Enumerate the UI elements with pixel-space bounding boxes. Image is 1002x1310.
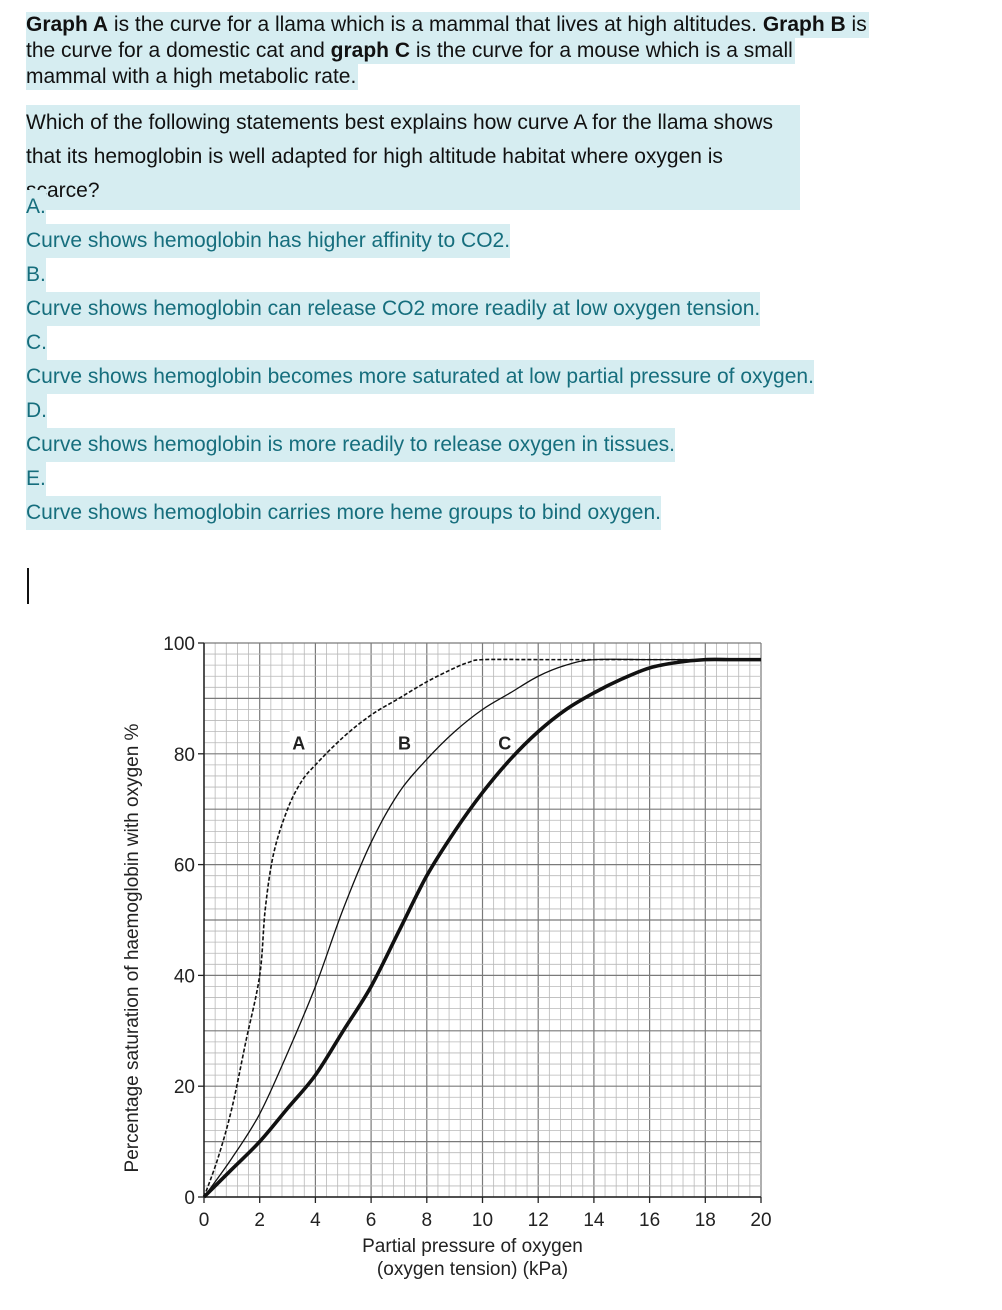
chart-grid [203, 642, 762, 1198]
text-cursor [27, 568, 29, 604]
x-tick-label: 16 [639, 1210, 660, 1231]
option-e-text[interactable]: Curve shows hemoglobin carries more heme… [26, 496, 661, 530]
y-tick-label: 80 [174, 745, 195, 766]
x-tick-label: 12 [528, 1210, 549, 1231]
intro-line-1: Graph A is the curve for a llama which i… [26, 12, 869, 38]
question-text: Which of the following statements best e… [26, 105, 800, 210]
option-a-letter[interactable]: A. [26, 190, 46, 224]
y-tick-label: 0 [184, 1188, 195, 1209]
chart-curve-labels: A B C [289, 730, 514, 754]
x-tick-label: 20 [750, 1210, 771, 1231]
option-e-letter[interactable]: E. [26, 462, 46, 496]
curve-label-b-background [395, 730, 414, 753]
x-tick-label: 0 [199, 1210, 210, 1231]
oxygen-dissociation-chart: 0 2 4 6 8 10 12 14 16 18 20 0 20 40 60 80 100 A B C Partia… [122, 634, 772, 1280]
chart-tick-labels: 0 2 4 6 8 10 12 14 16 18 20 0 20 40 60 80 100 [163, 634, 771, 1231]
y-tick-label: 100 [163, 634, 195, 655]
x-tick-label: 6 [366, 1210, 377, 1231]
option-a-text[interactable]: Curve shows hemoglobin has higher affini… [26, 224, 511, 258]
x-tick-label: 4 [310, 1210, 321, 1231]
x-tick-label: 8 [422, 1210, 433, 1231]
y-tick-label: 20 [174, 1077, 195, 1098]
option-c-text[interactable]: Curve shows hemoglobin becomes more satu… [26, 360, 814, 394]
y-tick-label: 60 [174, 856, 195, 877]
intro-line-2: the curve for a domestic cat and graph C… [26, 38, 795, 64]
curve-b [203, 658, 761, 1198]
curve-label-a-background [289, 730, 308, 753]
y-axis-title: Percentage saturation of haemoglobin wit… [122, 723, 143, 1172]
curve-label-a: A [292, 734, 305, 754]
chart-curves [202, 657, 761, 1199]
curve-a [203, 658, 761, 1198]
x-tick-label: 14 [583, 1210, 605, 1231]
x-axis-title-line-1: Partial pressure of oxygen [362, 1236, 583, 1257]
intro-line-3: mammal with a high metabolic rate. [26, 64, 359, 90]
x-tick-label: 18 [695, 1210, 716, 1231]
option-d-letter[interactable]: D. [26, 394, 47, 428]
option-b-text[interactable]: Curve shows hemoglobin can release CO2 m… [26, 292, 761, 326]
intro-paragraph: Graph A is the curve for a llama which i… [26, 12, 946, 90]
option-b-letter[interactable]: B. [26, 258, 46, 292]
curve-label-c-background [495, 730, 514, 753]
curve-label-b: B [398, 734, 411, 754]
x-tick-label: 2 [254, 1210, 265, 1231]
answer-options: A. Curve shows hemoglobin has higher aff… [26, 190, 814, 530]
curve-label-c: C [498, 734, 511, 754]
x-axis-title-line-2: (oxygen tension) (kPa) [377, 1259, 568, 1280]
x-tick-label: 10 [472, 1210, 493, 1231]
curve-c [202, 657, 761, 1199]
option-c-letter[interactable]: C. [26, 326, 47, 360]
y-tick-label: 40 [174, 966, 195, 987]
option-d-text[interactable]: Curve shows hemoglobin is more readily t… [26, 428, 675, 462]
